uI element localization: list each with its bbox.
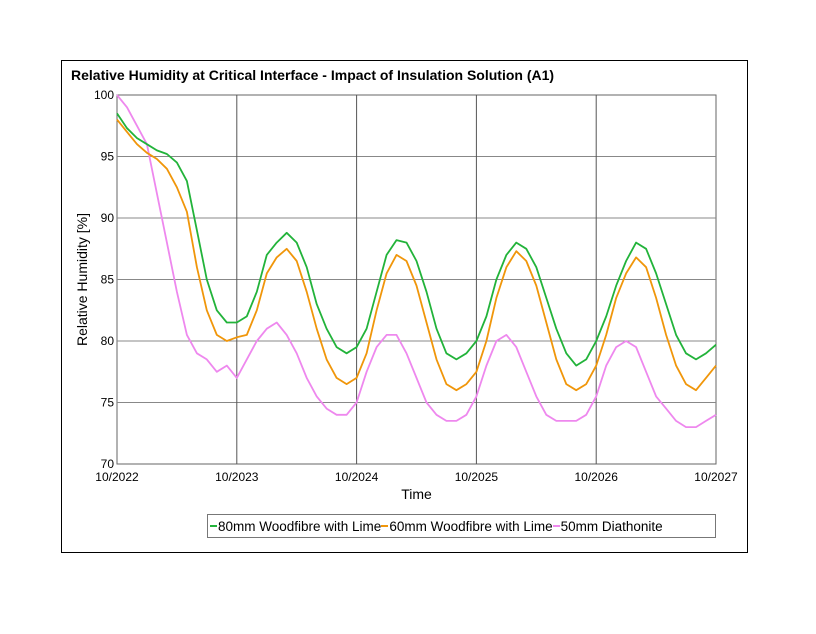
- y-tick-label: 90: [101, 211, 115, 225]
- legend: 80mm Woodfibre with Lime 60mm Woodfibre w…: [207, 514, 716, 538]
- y-tick-label: 100: [94, 88, 114, 102]
- x-tick-label: 10/2024: [335, 470, 379, 484]
- legend-swatch: [381, 525, 389, 527]
- x-tick-label: 10/2023: [215, 470, 259, 484]
- legend-label: 80mm Woodfibre with Lime: [218, 518, 382, 534]
- y-tick-label: 70: [101, 457, 115, 471]
- legend-swatch: [210, 525, 217, 527]
- legend-label: 50mm Diathonite: [560, 518, 663, 534]
- legend-swatch: [552, 525, 560, 527]
- y-tick-label: 85: [101, 273, 115, 287]
- chart-title: Relative Humidity at Critical Interface …: [71, 67, 555, 83]
- x-axis-label: Time: [401, 486, 432, 502]
- series-line-60mm-woodfibre-with-lime: [116, 119, 717, 392]
- legend-label: 60mm Woodfibre with Lime: [389, 518, 553, 534]
- chart-frame: [61, 60, 748, 553]
- series-line-80mm-woodfibre-with-lime: [116, 112, 717, 367]
- y-tick-label: 95: [101, 150, 115, 164]
- y-tick-label: 75: [101, 396, 115, 410]
- x-tick-label: 10/2027: [694, 470, 738, 484]
- x-tick-label: 10/2025: [455, 470, 499, 484]
- series-line-50mm-diathonite: [116, 94, 717, 429]
- y-axis-label: Relative Humidity [%]: [74, 213, 90, 346]
- y-tick-label: 80: [101, 334, 115, 348]
- x-tick-label: 10/2022: [95, 470, 139, 484]
- x-tick-label: 10/2026: [575, 470, 619, 484]
